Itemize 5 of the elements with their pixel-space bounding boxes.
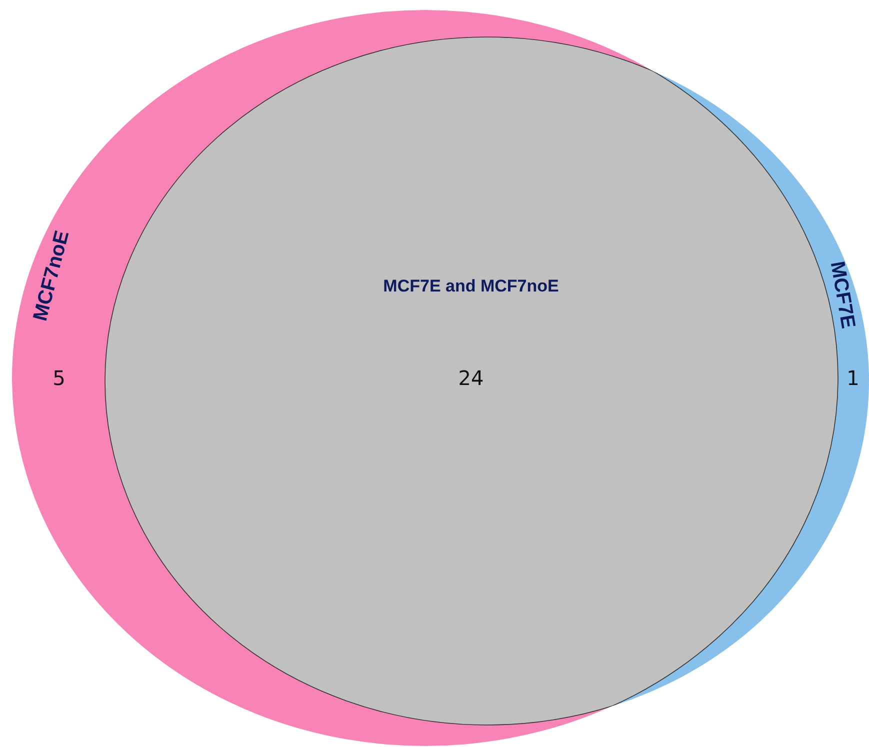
data-label: 1	[846, 366, 860, 390]
data-label: 24	[458, 366, 484, 390]
data-label: 5	[52, 366, 66, 390]
category-label: MCF7E and MCF7noE	[383, 276, 559, 296]
category-label: MCF7E	[826, 260, 860, 330]
